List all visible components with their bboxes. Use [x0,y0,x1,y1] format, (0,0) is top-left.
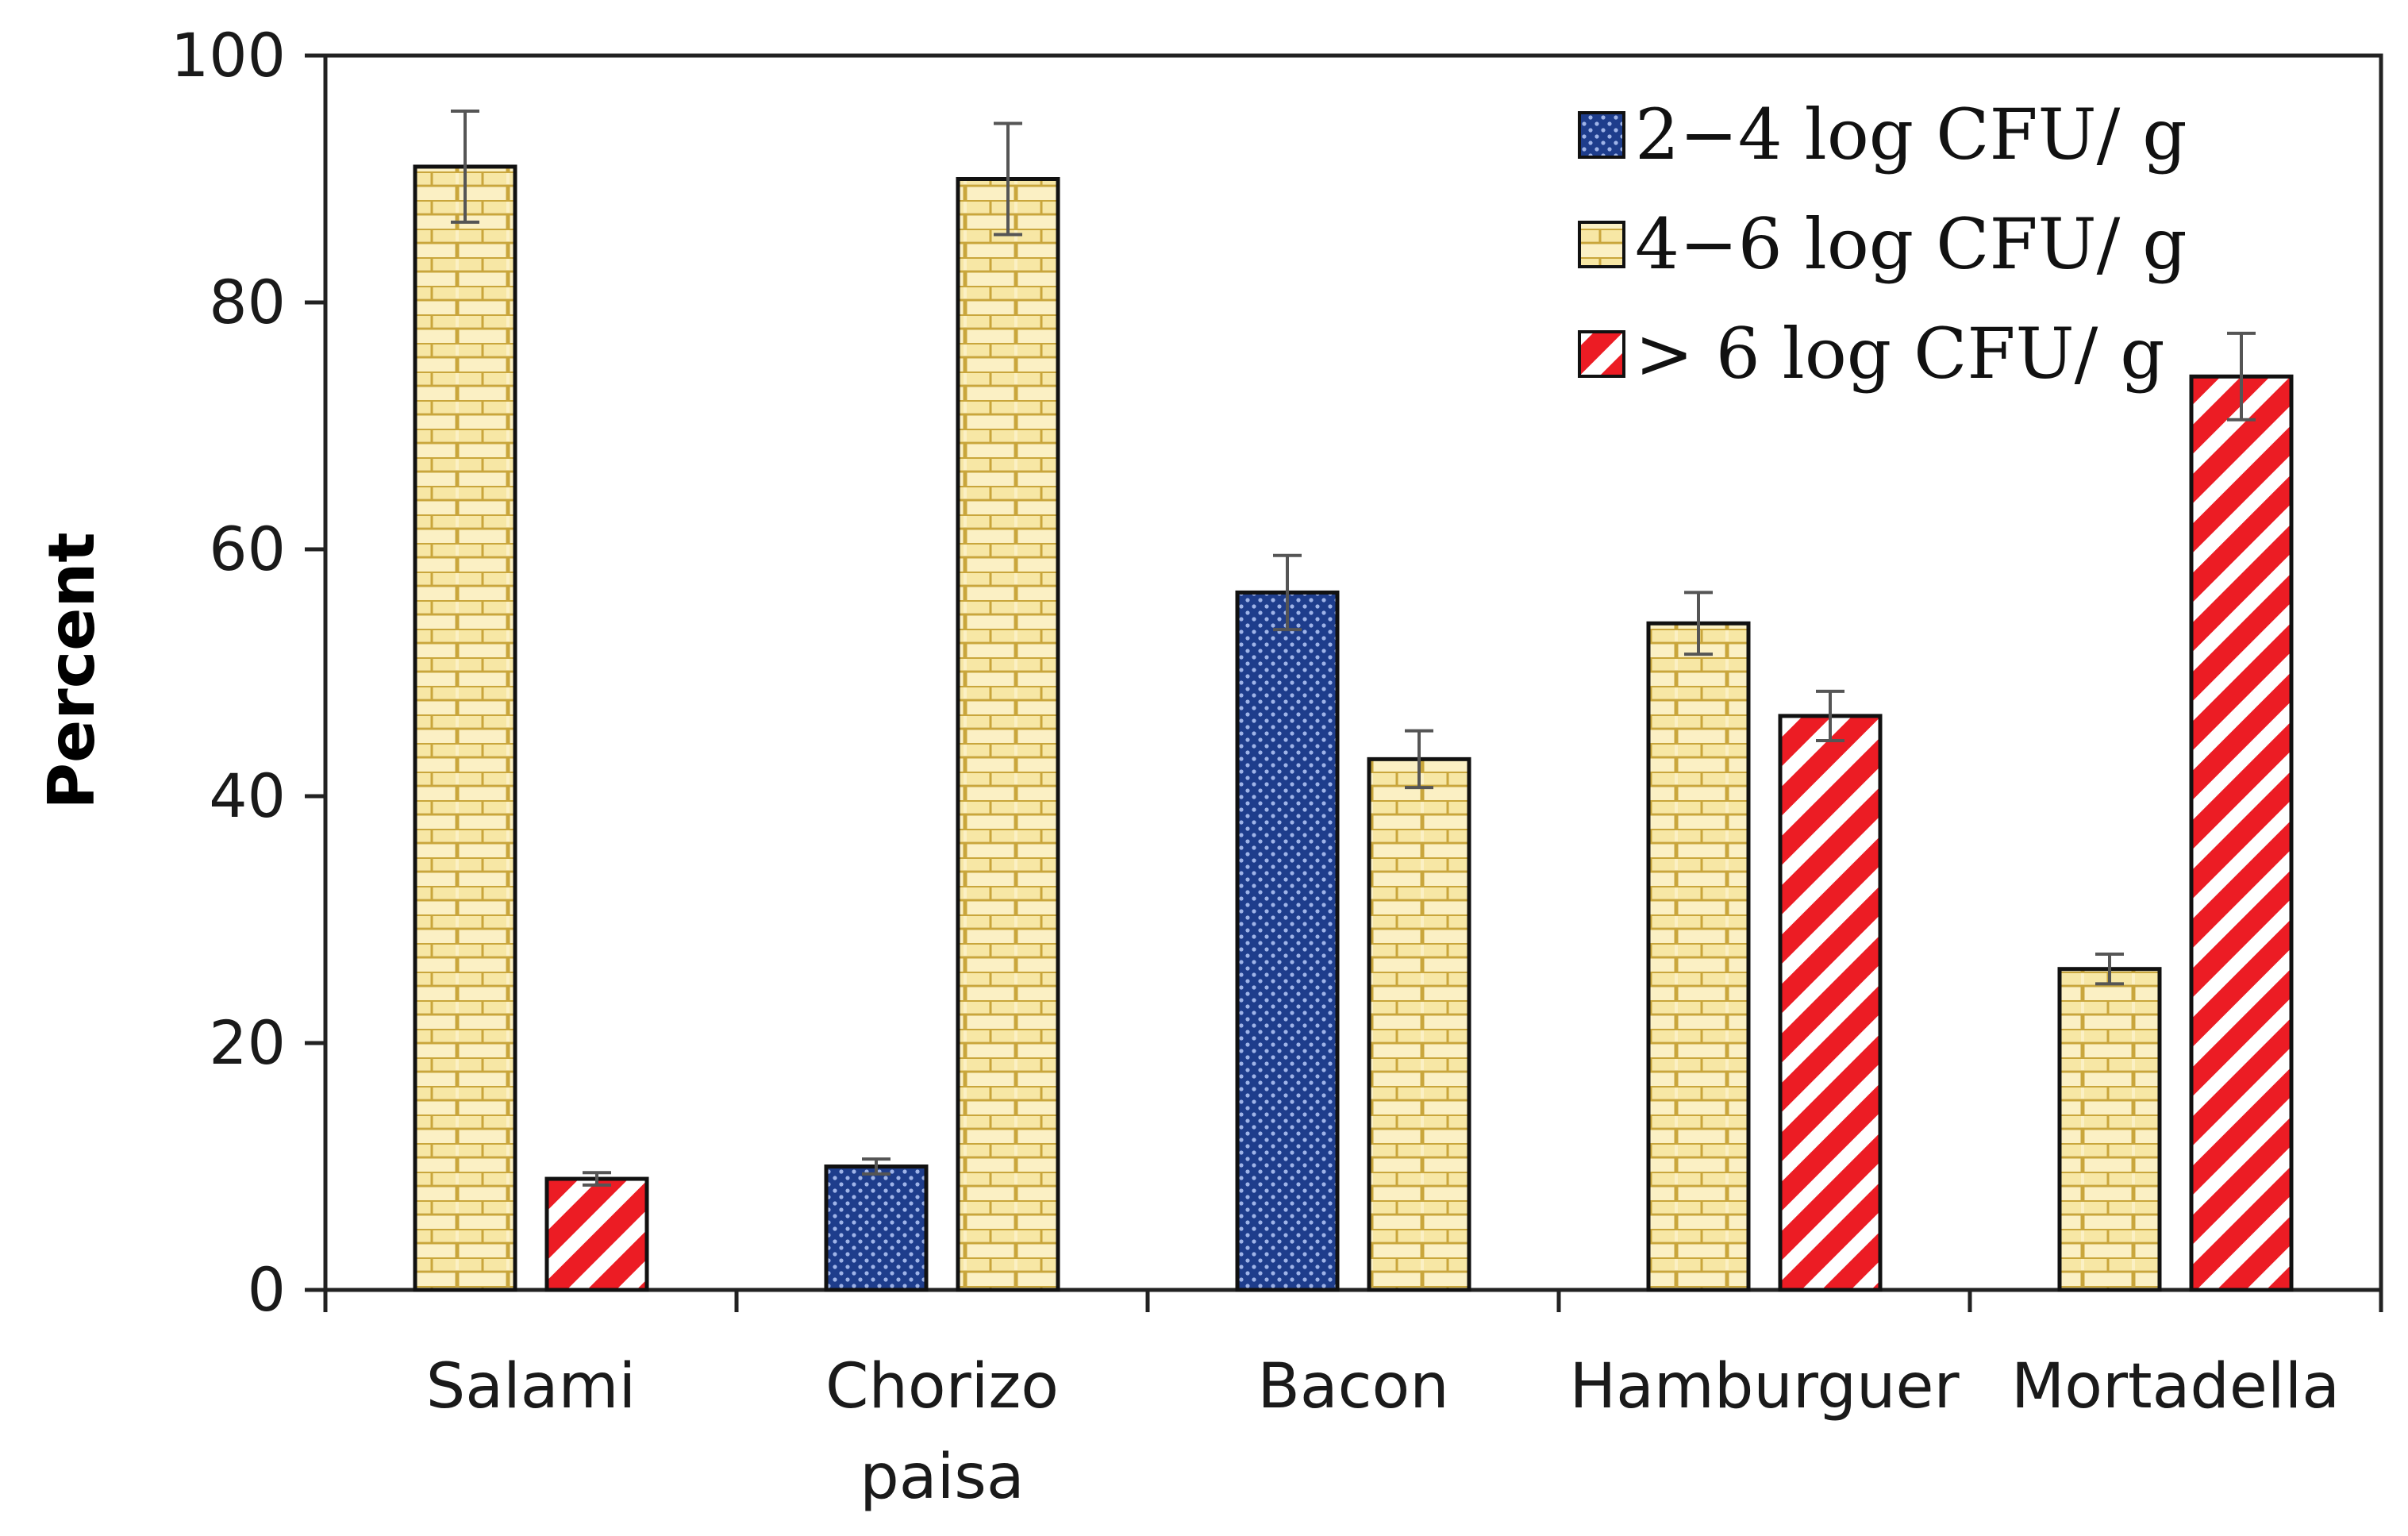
legend-swatch [1578,330,1625,378]
x-tick-label: Hamburguer [1569,1351,1960,1422]
y-tick-label: 20 [209,1007,286,1078]
legend-swatch [1578,221,1625,268]
bars-group [413,109,2294,1292]
bar [544,1176,649,1292]
x-tick-label: Mortadella [2011,1351,2340,1422]
y-tick-label: 40 [209,760,286,831]
bar [1367,756,1471,1292]
x-tick-label: Salami [426,1351,636,1422]
y-tick-label: 60 [209,514,286,584]
legend: 2−4 log CFU/ g 4−6 log CFU/ g > 6 log CFU/… [1578,94,2187,395]
y-tick-label: 0 [248,1254,286,1325]
x-tick-label-line2: paisa [860,1442,1024,1513]
x-tick-label: Bacon [1257,1351,1448,1422]
y-tick-label: 100 [171,20,286,90]
bar [1235,590,1340,1292]
y-axis-title: Percent [35,532,109,809]
bar [824,1165,929,1292]
legend-swatch [1578,111,1625,159]
y-axis: 0 20 40 60 80 100 [171,20,325,1325]
legend-label: 2−4 log CFU/ g [1635,94,2187,175]
x-axis: Salami Chorizo paisa Bacon Hamburguer Mortade… [323,1290,2383,1513]
x-tick-label: Chorizo [825,1351,1059,1422]
bar [956,177,1060,1292]
plot-frame [323,53,2383,1292]
legend-label: 4−6 log CFU/ g [1635,203,2187,285]
plot-border [323,53,2383,1292]
bar [1778,714,1883,1292]
bar [2057,967,2162,1292]
bar [1646,621,1751,1292]
bar [413,164,517,1292]
bar [2189,374,2294,1292]
legend-label: > 6 log CFU/ g [1635,313,2165,395]
y-tick-label: 80 [209,267,286,337]
